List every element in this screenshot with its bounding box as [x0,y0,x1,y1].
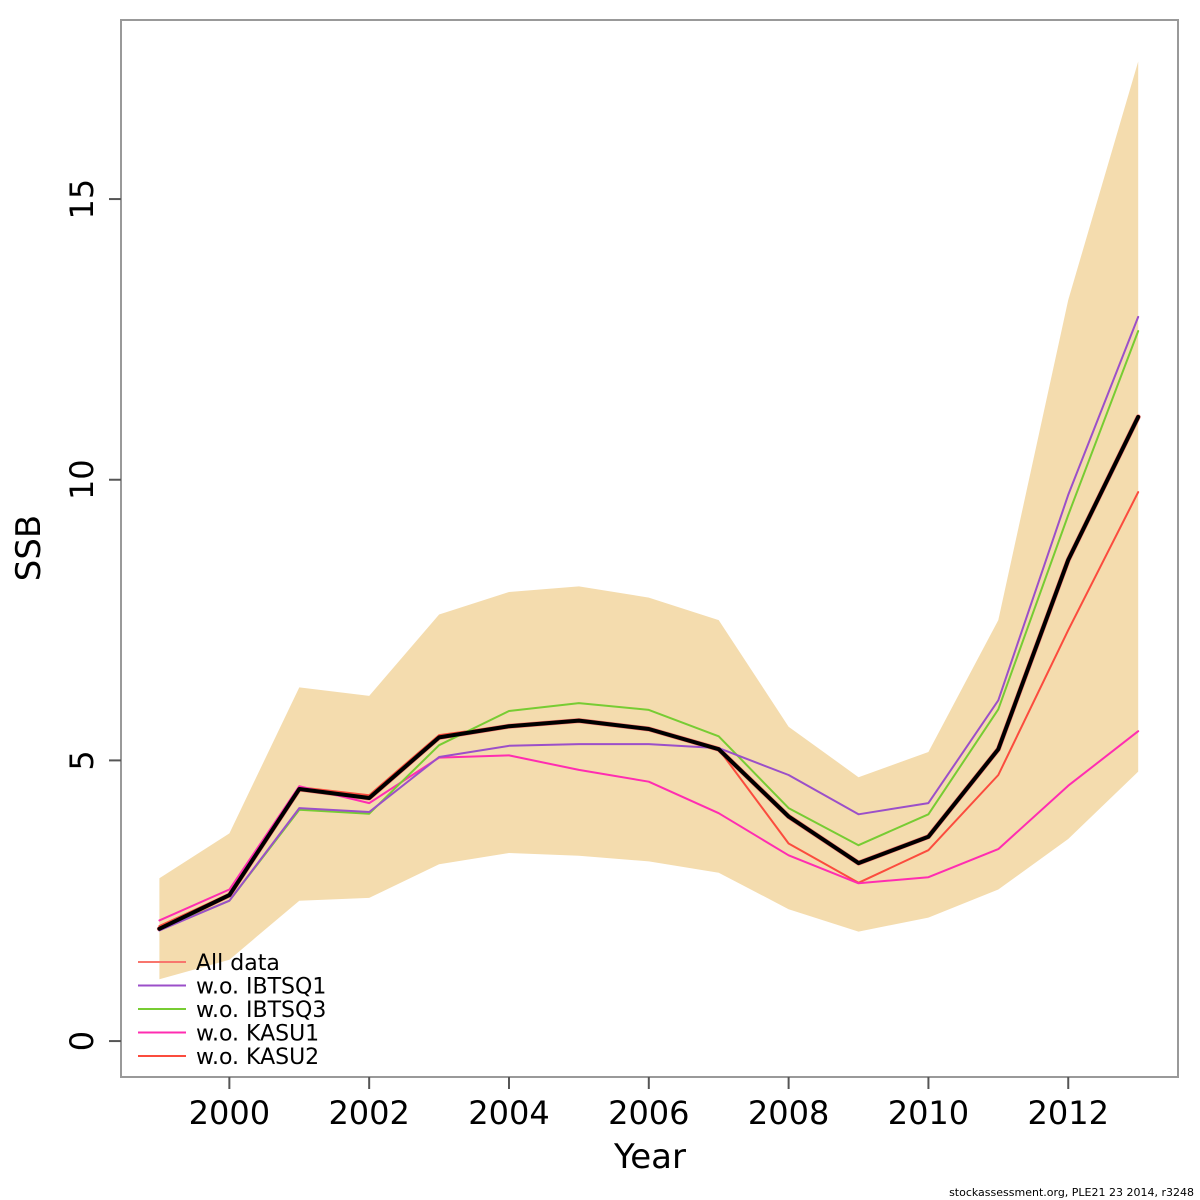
x-tick-label: 2010 [888,1094,969,1132]
legend-label-w-o-kasu1: w.o. KASU1 [196,1022,319,1047]
series-lines-layer [156,315,1141,932]
series-line-all-data-central-estimate [157,414,1141,931]
y-tick-label: 5 [63,750,101,770]
x-tick-label: 2012 [1028,1094,1109,1132]
legend-label-w-o-ibtsq1: w.o. IBTSQ1 [196,975,326,1000]
confidence-band [159,61,1139,980]
x-axis-title: Year [613,1137,686,1177]
x-tick-label: 2006 [608,1094,689,1132]
legend-label-w-o-ibtsq3: w.o. IBTSQ3 [196,998,326,1023]
confidence-band-layer [159,61,1139,980]
y-axis-title: SSB [9,515,49,582]
legend-label-w-o-kasu2: w.o. KASU2 [196,1045,319,1070]
axes-layer: 2000 2002 2004 2006 2008 2010 2012 0 5 10 15 [63,179,1109,1132]
footer-source-text: stockassessment.org, PLE21 23 2014, r324… [949,1186,1194,1199]
series-line-w-o-ibtsq3 [158,330,1140,931]
series-line-w-o-ibtsq1 [158,315,1140,932]
x-tick-label: 2002 [328,1094,409,1132]
y-tick-label: 0 [63,1031,101,1051]
x-tick-label: 2008 [748,1094,829,1132]
y-tick-label: 10 [63,459,101,500]
x-tick-label: 2000 [189,1094,270,1132]
x-tick-label: 2004 [468,1094,549,1132]
legend-label-all-data: All data [196,951,280,976]
y-tick-label: 15 [63,179,101,220]
